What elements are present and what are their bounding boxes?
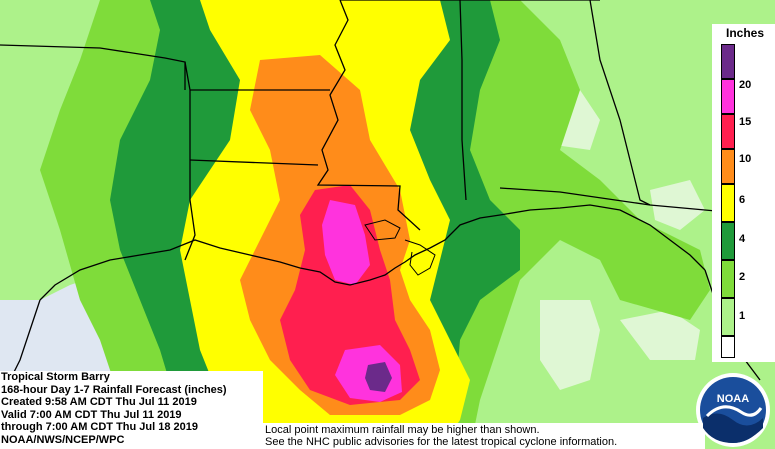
legend-tick-6: 6: [739, 194, 746, 206]
legend-swatch-05-1: [721, 298, 735, 336]
pale-patch-east-2: [620, 310, 700, 360]
valid-time: Valid 7:00 AM CDT Thu Jul 11 2019: [1, 408, 182, 421]
legend-tick-15: 15: [739, 116, 752, 128]
border-ar-la: [189, 159, 319, 166]
through-time: through 7:00 AM CDT Thu Jul 18 2019: [1, 421, 199, 433]
pale-patch-east: [540, 300, 600, 390]
disclaimer-line-2: See the NHC public advisories for the la…: [265, 436, 618, 448]
band-15-20in-north: [322, 200, 370, 285]
legend-swatch-4-6: [721, 184, 735, 222]
noaa-logo-text: NOAA: [717, 393, 749, 405]
mississippi-delta: [404, 239, 436, 276]
legend-swatch-2-4: [721, 222, 735, 260]
band-over-20in: [365, 362, 392, 392]
disclaimer-line-1: Local point maximum rainfall may be high…: [265, 424, 540, 436]
legend-tick-10: 10: [739, 153, 752, 165]
storm-name: Tropical Storm Barry: [1, 371, 110, 383]
border-ms-al: [459, 0, 467, 201]
legend-swatch-1-2: [721, 260, 735, 298]
legend-swatch-6-10: [721, 149, 735, 184]
legend-swatch-0-05: [721, 336, 735, 358]
agency-label: NOAA/NWS/NCEP/WPC: [1, 433, 125, 446]
border-fl-north: [499, 187, 761, 216]
legend-tick-2: 2: [739, 271, 746, 283]
legend-tick-4: 4: [739, 233, 746, 245]
legend-tick-1: 1: [739, 310, 746, 322]
product-name: 168-hour Day 1-7 Rainfall Forecast (inch…: [1, 383, 227, 396]
legend: Inches 20 15 10 6 4 2 1: [712, 24, 775, 362]
state-borders: [0, 0, 761, 261]
forecast-info-box: Tropical Storm Barry 168-hour Day 1-7 Ra…: [0, 371, 263, 449]
border-ok-tx: [0, 44, 186, 90]
border-tx-la: [184, 61, 196, 261]
border-al-ga: [589, 0, 651, 206]
legend-title: Inches: [725, 26, 764, 40]
disclaimer-note: Local point maximum rainfall may be high…: [262, 423, 705, 449]
border-mississippi-river: [316, 0, 421, 231]
noaa-logo-icon: NOAA: [696, 373, 770, 447]
created-time: Created 9:58 AM CDT Thu Jul 11 2019: [1, 396, 197, 408]
legend-swatch-over-20: [721, 44, 735, 79]
lake-pontchartrain: [364, 219, 401, 241]
legend-tick-20: 20: [739, 79, 752, 91]
pale-patch-e2: [650, 180, 705, 230]
gulf-coastline: [39, 204, 706, 301]
legend-swatch-15-20: [721, 79, 735, 114]
legend-swatch-10-15: [721, 114, 735, 149]
